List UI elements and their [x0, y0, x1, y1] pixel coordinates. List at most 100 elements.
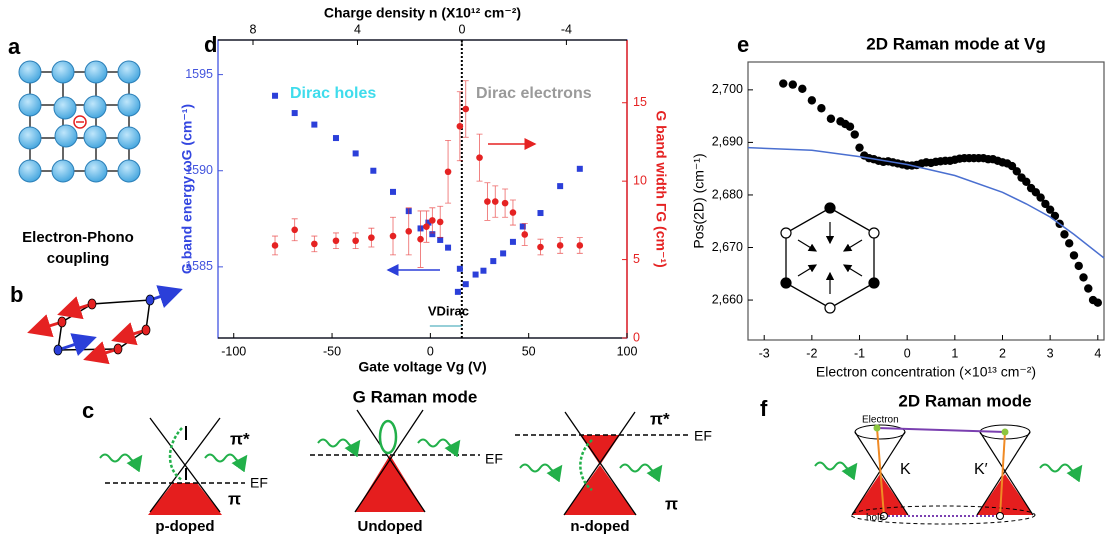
data-point [291, 226, 298, 234]
data-point [556, 242, 564, 249]
annotation: Dirac holes [290, 85, 376, 102]
particle-label: hole [866, 513, 885, 524]
tick-label: 0 [427, 344, 434, 358]
data-point [472, 271, 479, 278]
inset-hexagon [780, 202, 880, 314]
data-point [1041, 199, 1050, 209]
lattice [18, 60, 141, 183]
data-point [1060, 230, 1069, 239]
panel-label: d [204, 32, 217, 57]
y-axis-label: G band energy ωG (cm⁻¹) [179, 104, 195, 274]
data-point [817, 104, 826, 113]
tick-label: 50 [522, 344, 536, 358]
data-point [798, 84, 807, 94]
data-point [490, 258, 497, 265]
panel-label: a [8, 34, 21, 59]
data-point [456, 122, 464, 130]
data-point [437, 236, 444, 243]
band-label: π* [650, 409, 670, 428]
tick-label: 100 [617, 344, 638, 358]
data-point [480, 267, 487, 274]
data-point [417, 235, 424, 243]
data-point [788, 80, 797, 89]
y2-axis-label: G band width ΓG (cm⁻¹) [653, 110, 669, 267]
tick-label: 8 [250, 22, 257, 36]
tick-label: 0 [633, 330, 640, 344]
fermi-label: EF [485, 451, 503, 467]
data-point [389, 232, 397, 240]
data-point [1065, 239, 1074, 248]
fermi-label: EF [694, 428, 712, 444]
data-point [332, 237, 340, 245]
data-point [311, 121, 318, 128]
tick-label: 4 [1094, 346, 1101, 360]
data-point [1036, 193, 1045, 202]
valley-label: K′ [974, 461, 988, 478]
tick-label: 2,690 [712, 135, 743, 149]
data-point [271, 242, 279, 249]
tick-label: -1 [854, 346, 865, 360]
data-point [501, 199, 509, 207]
data-point [576, 242, 584, 249]
tick-label: -50 [323, 344, 341, 358]
valley-label: K [900, 461, 911, 478]
panel-label: e [737, 32, 749, 57]
caption: p-doped [155, 518, 214, 535]
data-point [509, 238, 516, 245]
data-point [291, 110, 298, 117]
data-point [537, 243, 544, 251]
tick-label: 3 [1047, 346, 1054, 360]
data-point [405, 228, 413, 235]
panel-labels: a b c d e f [8, 32, 768, 423]
phonon-mode [27, 285, 183, 365]
data-point [491, 198, 499, 205]
data-point [429, 231, 436, 238]
chart: -100 -50 0 50 100 8 4 0 -4 1585 1590 1595 0 5 10 15 Gate… [179, 5, 670, 375]
tick-label: -4 [561, 22, 572, 36]
data-point [537, 210, 544, 217]
tick-label: -3 [759, 346, 770, 360]
data-point [462, 105, 470, 113]
data-point [368, 234, 375, 241]
data-point [390, 188, 397, 195]
tick-label: 2,680 [712, 187, 743, 201]
data-point [272, 92, 279, 99]
panel-label: c [82, 398, 94, 423]
data-point [779, 79, 788, 88]
tick-label: 1595 [185, 67, 213, 81]
data-point [476, 154, 483, 161]
data-point [850, 130, 859, 139]
tick-label: 0 [904, 346, 911, 360]
data-point [352, 150, 359, 157]
tick-label: -2 [806, 346, 817, 360]
tick-label: 10 [633, 173, 647, 187]
x2-axis-label: Charge density n (X10¹² cm⁻²) [324, 5, 521, 21]
data-point [423, 223, 430, 230]
tick-label: 2,660 [712, 292, 743, 306]
caption: Undoped [358, 518, 423, 535]
particle-label: Electron [862, 415, 899, 426]
data-point [456, 265, 463, 272]
data-point [1084, 284, 1093, 293]
tick-label: 0 [458, 22, 465, 36]
band-label: π [228, 489, 241, 508]
caption: coupling [47, 250, 110, 267]
data-point [444, 168, 452, 176]
annotation: Dirac electrons [476, 85, 592, 102]
data-point [429, 217, 436, 224]
tick-label: 4 [354, 22, 361, 36]
data-point [352, 237, 359, 245]
line-series [747, 146, 1105, 259]
data-point [1069, 251, 1079, 260]
x-axis-label: Gate voltage Vg (V) [358, 359, 486, 375]
data-point [500, 250, 507, 257]
tick-label: 1 [951, 346, 958, 360]
data-point [1093, 298, 1103, 307]
chart-title: 2D Raman mode at Vg [866, 34, 1046, 53]
chart: -3 -2 -1 0 1 2 3 4 2,660 2,670 2,680 2,690 2,700 2D R… [691, 34, 1105, 380]
data-point [462, 281, 469, 288]
plot-frame [747, 61, 1105, 341]
caption: Electron-Phono [22, 229, 134, 246]
dirac-cones-2d [814, 424, 1083, 525]
